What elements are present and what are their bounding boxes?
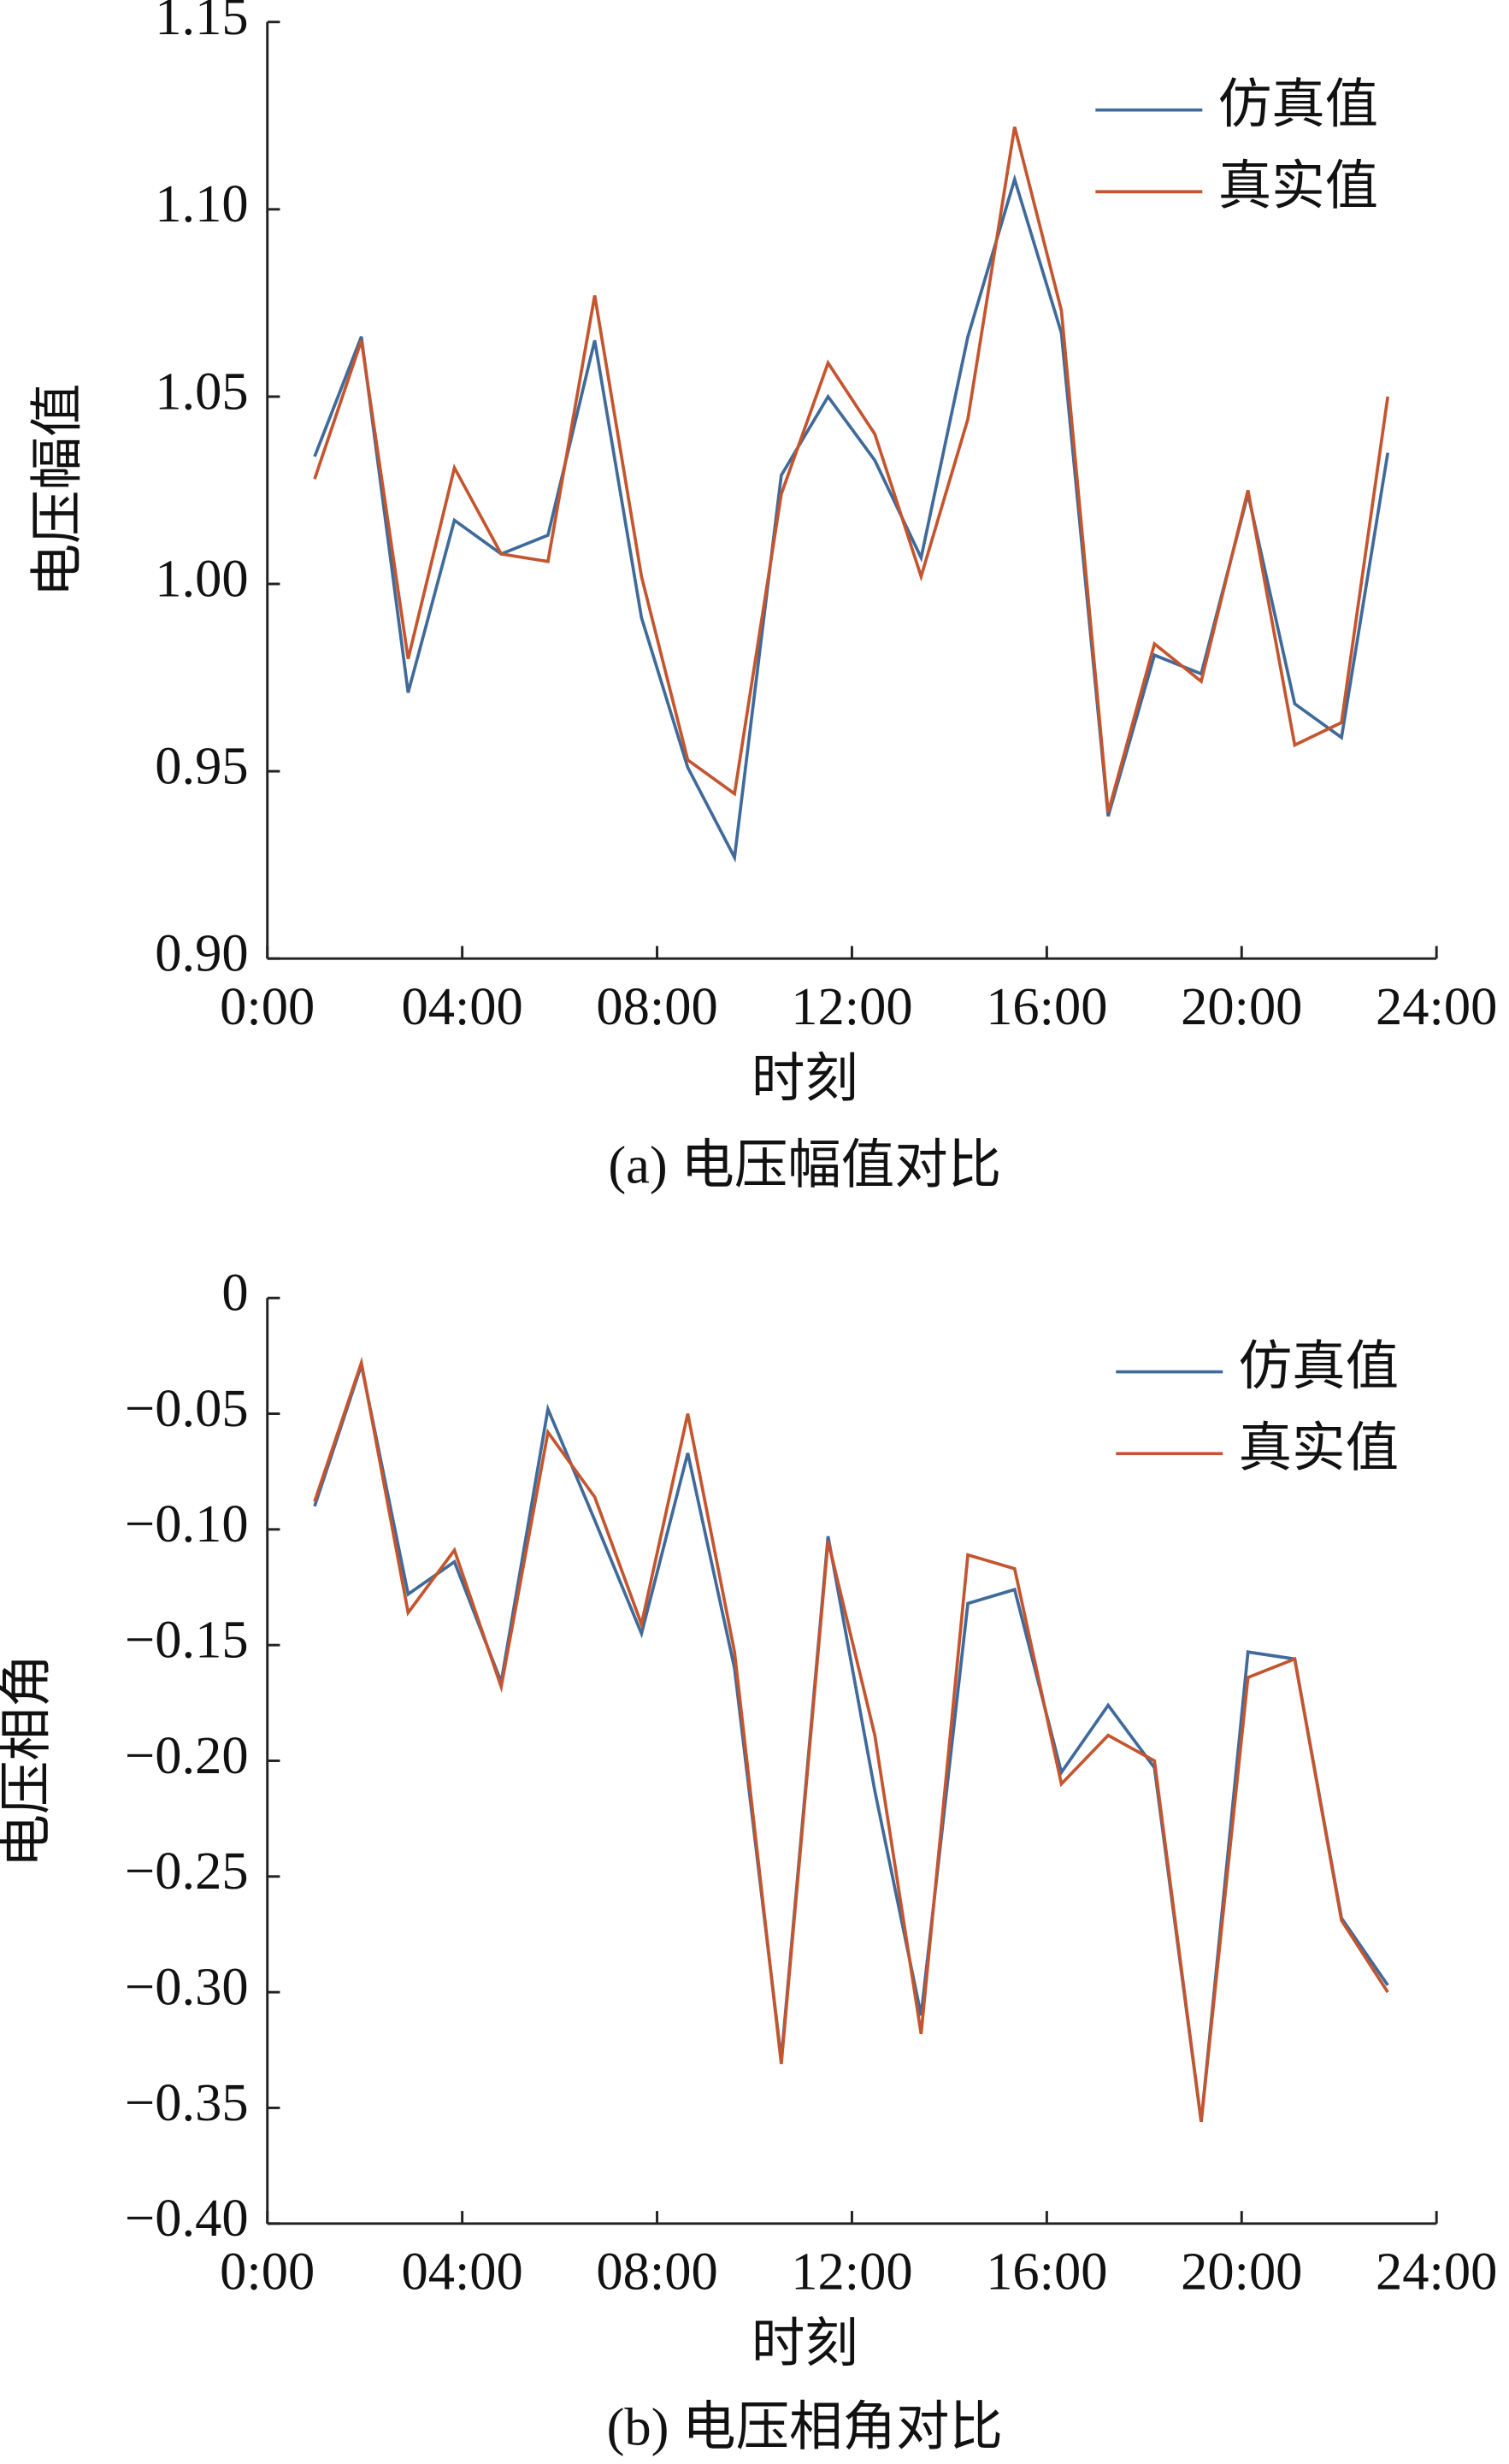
x-tick-label: 16:00 [986, 976, 1107, 1036]
x-tick-label: 04:00 [401, 2242, 522, 2302]
x-tick-label: 20:00 [1181, 2242, 1302, 2302]
legend-label: 真实值 [1218, 156, 1378, 216]
series-line [313, 174, 1390, 863]
x-tick-label: 08:00 [596, 976, 717, 1036]
x-tick-label: 12:00 [791, 976, 912, 1036]
x-tick-label: 12:00 [791, 2242, 912, 2302]
x-axis-label: 时刻 [752, 2314, 858, 2373]
y-tick-label: −0.30 [125, 1956, 249, 2016]
y-tick-label: 0.95 [155, 735, 248, 795]
x-tick-label: 20:00 [1181, 976, 1302, 1036]
y-tick-label: −0.25 [125, 1841, 249, 1901]
x-tick-label: 08:00 [596, 2242, 717, 2302]
series-line [313, 1356, 1389, 2122]
legend-label: 真实值 [1239, 1418, 1399, 1478]
legend-label: 仿真值 [1239, 1336, 1399, 1396]
y-tick-label: 1.10 [155, 174, 248, 233]
y-tick-label: 0 [221, 1263, 248, 1323]
y-tick-label: −0.10 [125, 1494, 249, 1553]
x-tick-label: 0:00 [220, 2242, 315, 2302]
x-tick-label: 04:00 [401, 976, 522, 1036]
x-axis-label: 时刻 [752, 1049, 858, 1109]
y-axis-label: 电压幅值 [27, 383, 87, 597]
x-tick-label: 24:00 [1376, 976, 1497, 1036]
legend-label: 仿真值 [1218, 74, 1378, 134]
x-tick-label: 16:00 [986, 2242, 1107, 2302]
y-tick-label: −0.40 [125, 2188, 249, 2248]
y-tick-label: −0.15 [125, 1610, 249, 1670]
caption: (b) 电压相角对比 [607, 2397, 1003, 2457]
x-tick-label: 24:00 [1376, 2242, 1497, 2302]
caption: (a) 电压幅值对比 [608, 1135, 1001, 1195]
x-tick-label: 0:00 [220, 976, 315, 1036]
y-axis-label: 电压相角 [0, 1654, 56, 1868]
series-line [313, 1359, 1389, 2122]
y-tick-label: 1.15 [155, 0, 248, 46]
y-tick-label: −0.35 [125, 2072, 249, 2132]
y-tick-label: −0.20 [125, 1725, 249, 1785]
y-tick-label: −0.05 [125, 1378, 249, 1438]
y-tick-label: 0.90 [155, 923, 248, 983]
series-line [313, 126, 1390, 813]
y-tick-label: 1.00 [155, 548, 248, 608]
y-tick-label: 1.05 [155, 361, 248, 421]
